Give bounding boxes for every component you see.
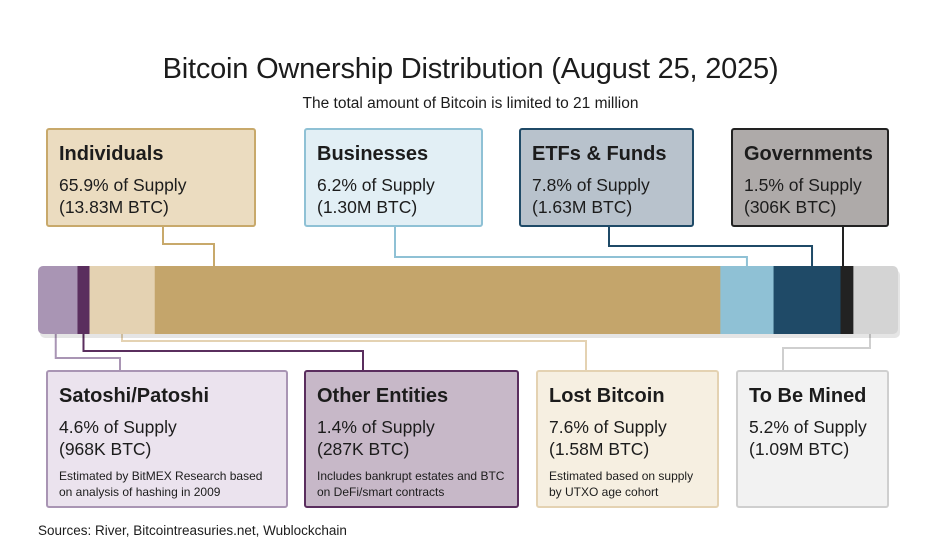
label-box-to-be-mined: To Be Mined 5.2% of Supply (1.09M BTC) [736,370,889,508]
bar-segment-businesses [720,266,774,334]
label-btc-amount: (1.58M BTC) [549,439,650,459]
bar-segment-to-be-mined [853,266,898,334]
connector-lost-bitcoin [121,334,587,370]
label-box-individuals: Individuals 65.9% of Supply (13.83M BTC) [46,128,256,227]
label-btc-amount: (287K BTC) [317,439,410,459]
chart-subtitle: The total amount of Bitcoin is limited t… [302,95,639,112]
label-name: Other Entities [317,385,449,407]
label-box-lost-bitcoin: Lost Bitcoin 7.6% of Supply (1.58M BTC) … [536,370,719,508]
label-box-governments: Governments 1.5% of Supply (306K BTC) [731,128,889,227]
label-name: Individuals [59,143,164,165]
label-btc-amount: (1.09M BTC) [749,439,850,459]
stacked-bar [38,266,898,334]
label-note: Estimated by BitMEX Research based on an… [59,469,263,499]
label-box-etfs-funds: ETFs & Funds 7.8% of Supply (1.63M BTC) [519,128,694,227]
label-name: To Be Mined [749,385,867,407]
label-percent: 7.8% of Supply [532,175,650,195]
label-btc-amount: (13.83M BTC) [59,197,169,217]
label-percent: 5.2% of Supply [749,417,867,437]
connector-lines [54,227,871,370]
label-percent: 1.5% of Supply [744,175,862,195]
label-btc-amount: (968K BTC) [59,439,152,459]
label-percent: 4.6% of Supply [59,417,177,437]
bar-segment-governments [840,266,854,334]
label-box-satoshi-patoshi: Satoshi/Patoshi 4.6% of Supply (968K BTC… [46,370,288,508]
label-percent: 65.9% of Supply [59,175,187,195]
label-percent: 7.6% of Supply [549,417,667,437]
connector-etfs-funds [608,227,814,266]
label-name: Governments [744,143,873,165]
label-name: Satoshi/Patoshi [59,385,210,407]
connector-businesses [394,227,748,266]
bar-segment-lost-bitcoin [89,266,156,334]
bar-segment-satoshi-patoshi [38,266,78,334]
label-box-businesses: Businesses 6.2% of Supply (1.30M BTC) [304,128,483,227]
label-btc-amount: (1.30M BTC) [317,197,418,217]
chart-title: Bitcoin Ownership Distribution (August 2… [162,53,779,85]
bar-segment-etfs-funds [773,266,841,334]
connector-satoshi-patoshi [54,334,121,370]
connector-other-entities [82,334,364,370]
label-percent: 6.2% of Supply [317,175,435,195]
connector-to-be-mined [782,334,871,370]
label-btc-amount: (1.63M BTC) [532,197,633,217]
label-percent: 1.4% of Supply [317,417,435,437]
bar-segment-other-entities [77,266,90,334]
sources-note: Sources: River, Bitcointreasuries.net, W… [38,523,347,538]
label-btc-amount: (306K BTC) [744,197,837,217]
label-name: Lost Bitcoin [549,385,665,407]
label-note: Estimated based on supply by UTXO age co… [549,469,694,499]
label-box-other-entities: Other Entities 1.4% of Supply (287K BTC)… [304,370,519,508]
connector-individuals [162,227,215,266]
label-note: Includes bankrupt estates and BTC on DeF… [317,469,505,499]
label-name: ETFs & Funds [532,143,667,165]
label-name: Businesses [317,143,429,165]
bar-segment-individuals [154,266,721,334]
